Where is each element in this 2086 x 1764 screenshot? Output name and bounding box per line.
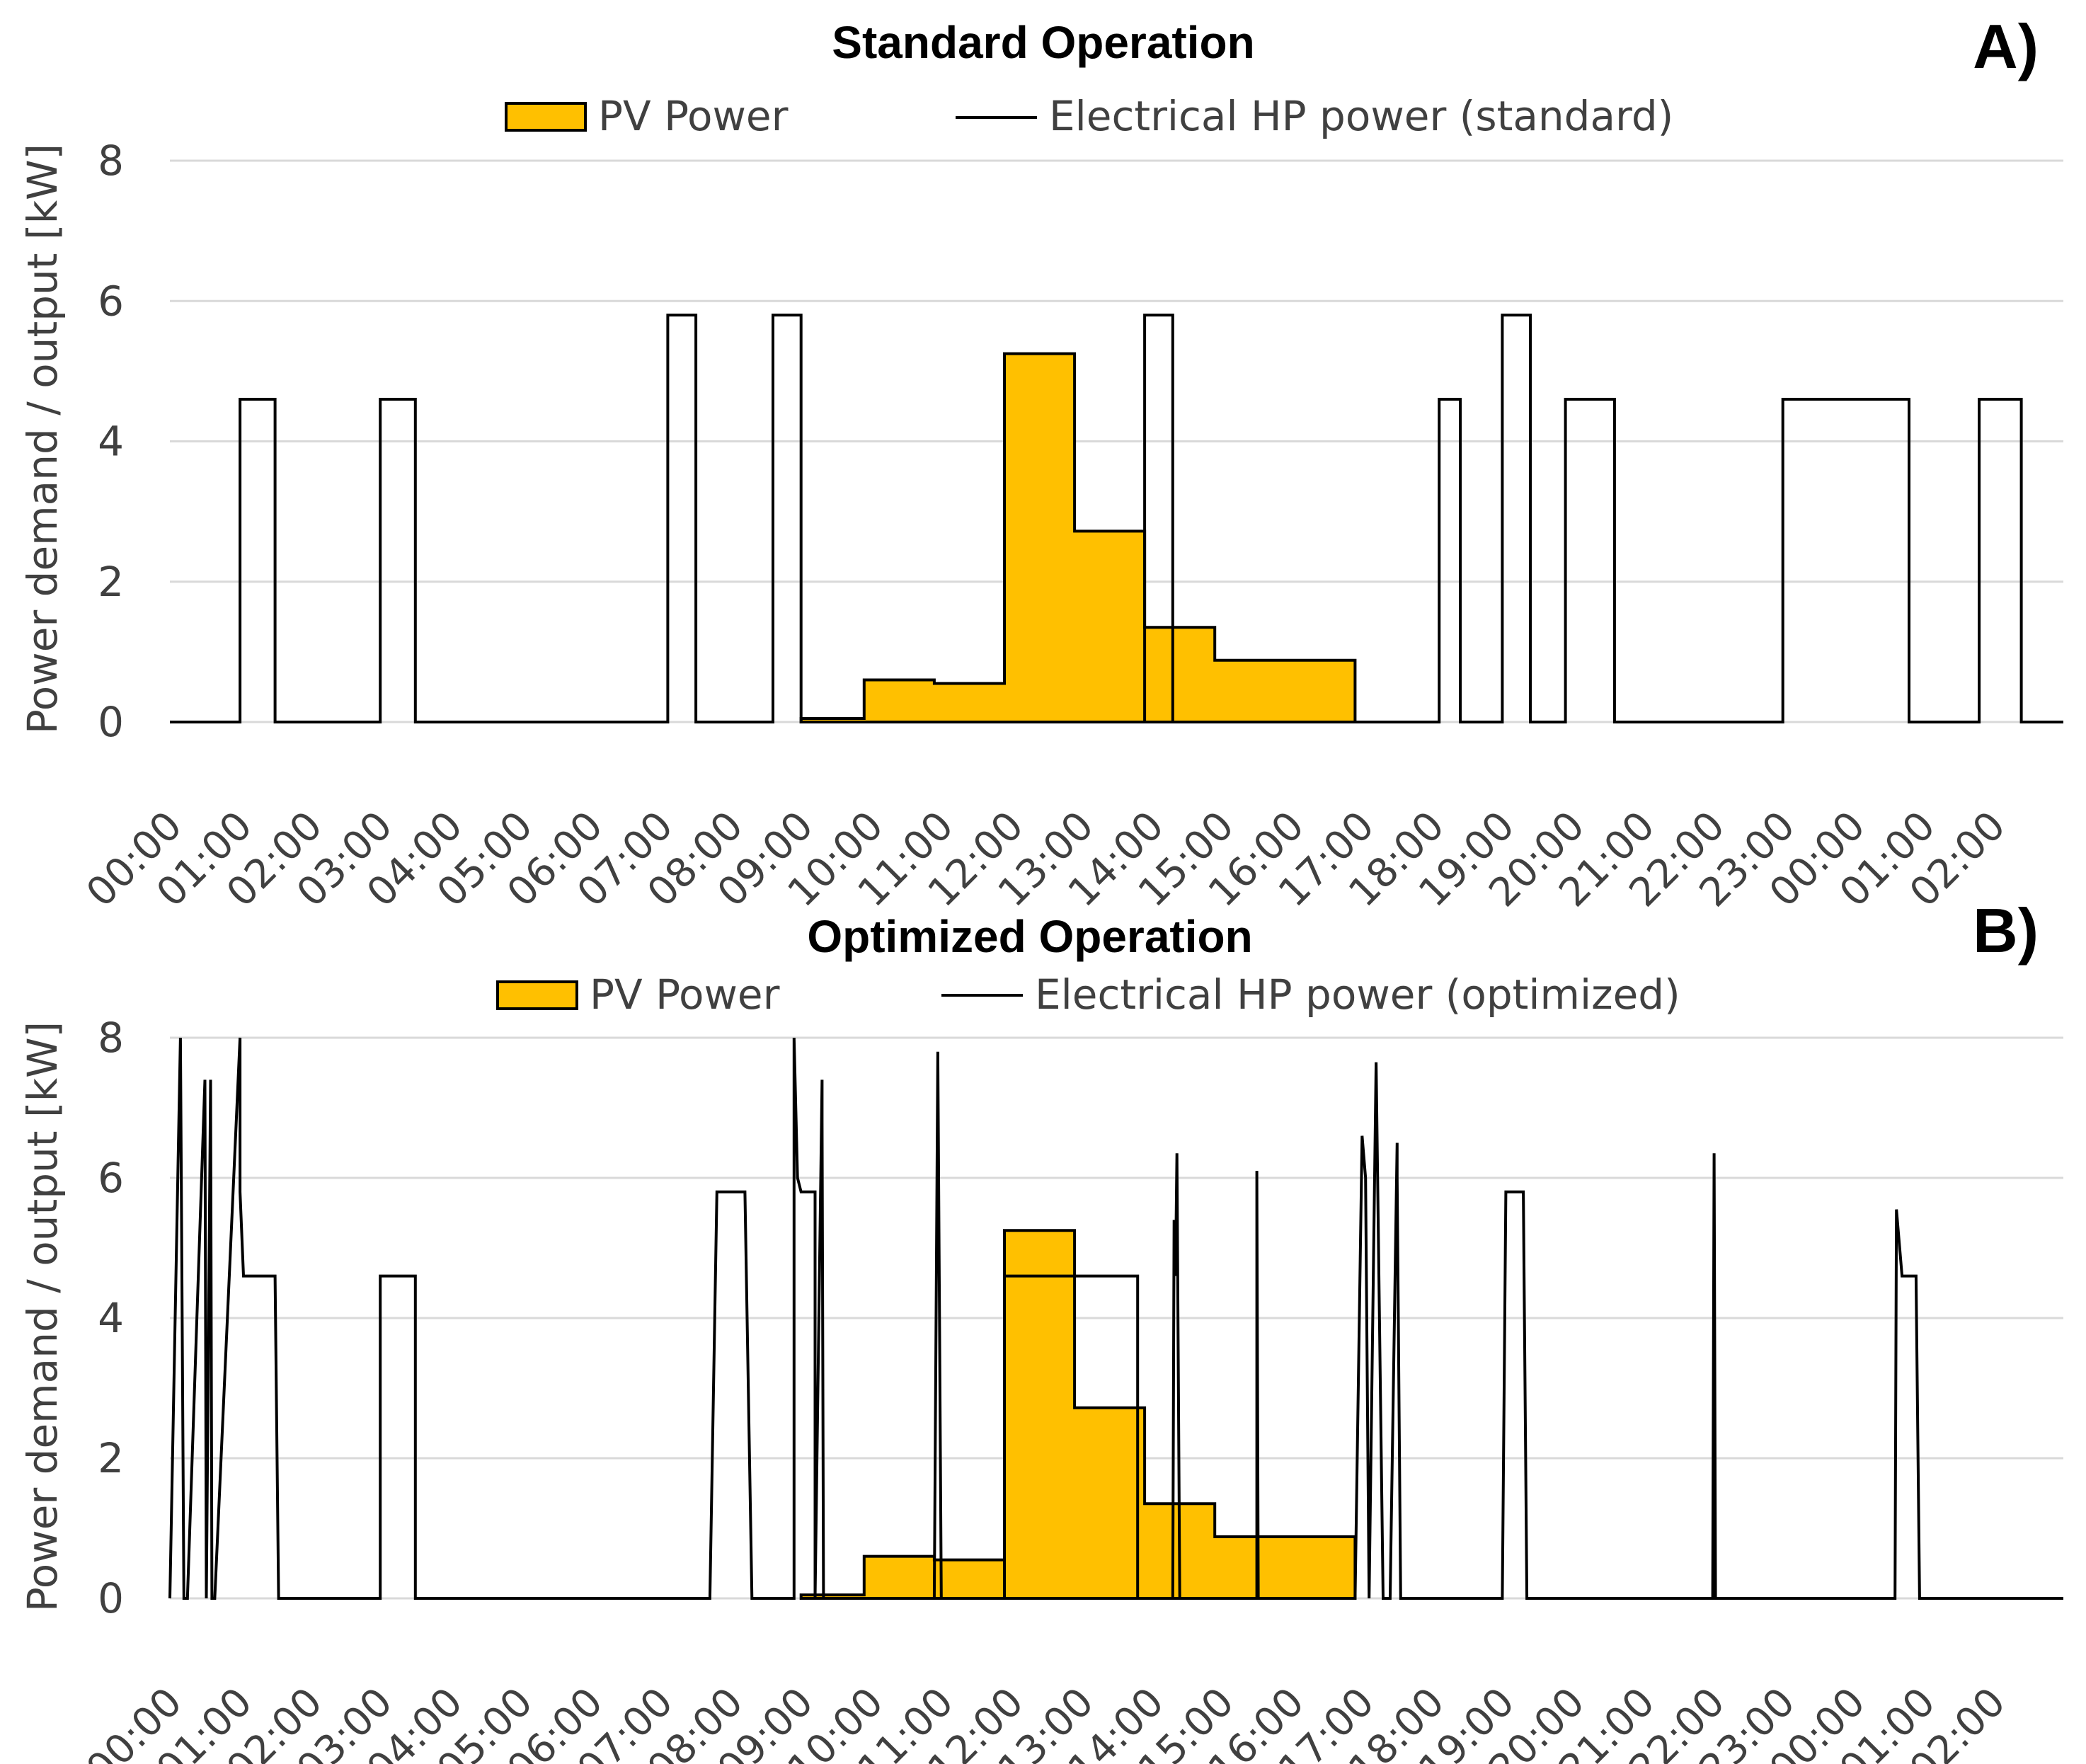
y-axis-label: Power demand / output [kW]: [18, 144, 67, 734]
legend: PV Power Electrical HP power (optimized): [496, 970, 1680, 1019]
chart-title: Standard Operation: [832, 17, 1254, 68]
x-ticks: 00:0001:0002:0003:0004:0005:0006:0007:00…: [78, 803, 2015, 916]
y-tick-label: 2: [98, 558, 124, 606]
legend: PV Power Electrical HP power (standard): [505, 92, 1673, 140]
legend-label-hp: Electrical HP power (optimized): [1035, 970, 1680, 1019]
legend-swatch-pv: [496, 980, 578, 1010]
legend-swatch-pv: [505, 102, 587, 132]
panel-label: B): [1973, 895, 2039, 966]
chart-panel-b: Optimized Operation B) PV Power Electric…: [18, 895, 2063, 1764]
panel-label: A): [1973, 11, 2039, 81]
y-tick-label: 0: [98, 1574, 124, 1622]
y-tick-label: 8: [98, 1014, 124, 1062]
plot-area: [170, 314, 2063, 723]
y-tick-label: 6: [98, 277, 124, 325]
legend-label-hp: Electrical HP power (standard): [1049, 92, 1673, 140]
y-tick-label: 2: [98, 1434, 124, 1482]
plot-area: [168, 1037, 2063, 1600]
chart-title: Optimized Operation: [807, 911, 1252, 962]
chart-panel-a: Standard Operation A) PV Power Electrica…: [18, 11, 2063, 916]
y-tick-label: 8: [98, 137, 124, 185]
y-axis-label: Power demand / output [kW]: [18, 1021, 67, 1612]
y-tick-label: 6: [98, 1154, 124, 1202]
y-ticks: 0 2 4 6 8: [98, 137, 124, 746]
y-tick-label: 4: [98, 1294, 124, 1342]
pv-power-area: [799, 352, 1357, 723]
legend-label-pv: PV Power: [590, 970, 780, 1019]
y-tick-label: 0: [98, 698, 124, 746]
pv-power-area: [799, 1229, 1357, 1600]
hp-power-line: [170, 314, 2063, 723]
x-ticks: 00:0001:0002:0003:0004:0005:0006:0007:00…: [78, 1679, 2015, 1764]
y-tick-label: 4: [98, 418, 124, 466]
hp-power-line: [168, 1037, 2063, 1600]
legend-label-pv: PV Power: [598, 92, 789, 140]
y-ticks: 0 2 4 6 8: [98, 1014, 124, 1622]
